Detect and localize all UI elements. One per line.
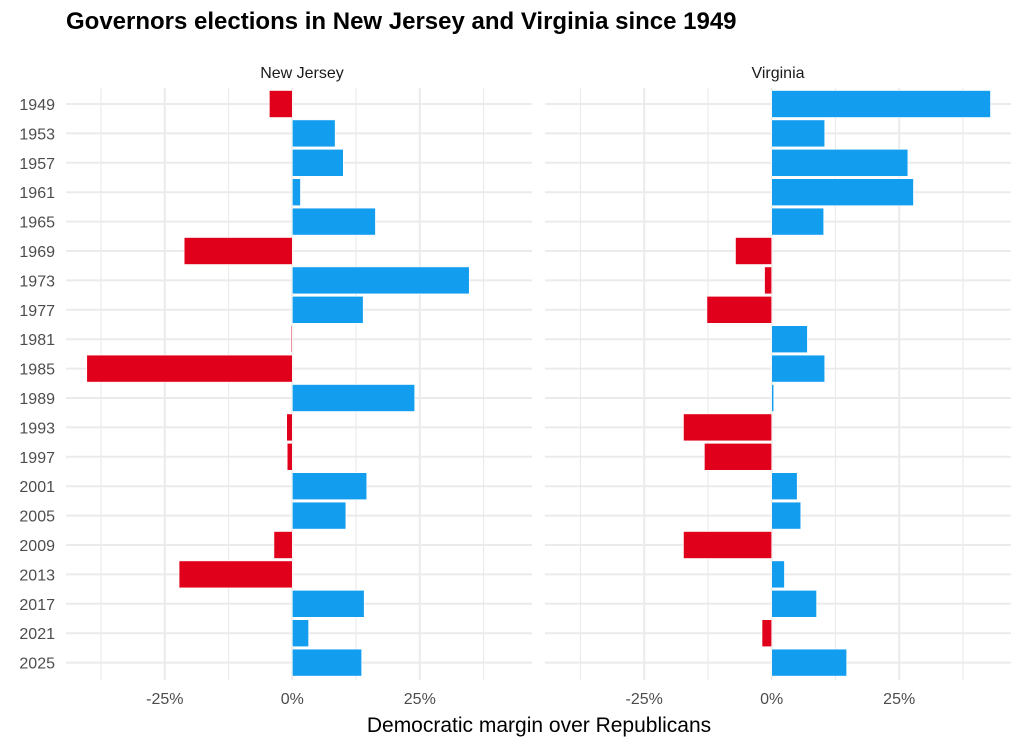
y-tick-label: 1953 xyxy=(19,126,55,143)
bar-virginia-2017 xyxy=(771,589,817,618)
y-tick-label: 1973 xyxy=(19,273,55,290)
y-tick-label: 2021 xyxy=(19,626,55,643)
y-tick-label: 1965 xyxy=(19,215,55,232)
bar-virginia-1965 xyxy=(771,207,825,236)
y-tick-label: 2009 xyxy=(19,538,55,555)
bar-new-jersey-1989 xyxy=(291,384,415,412)
bar-virginia-2021 xyxy=(761,619,773,648)
bar-new-jersey-1981 xyxy=(290,325,293,354)
y-tick-label: 1957 xyxy=(19,156,55,173)
bar-virginia-2009 xyxy=(683,531,772,559)
y-tick-label: 1949 xyxy=(19,97,55,114)
panel-new-jersey: New Jersey -25% 0% 25% xyxy=(66,65,532,708)
bar-new-jersey-1965 xyxy=(291,207,376,236)
bar-virginia-2001 xyxy=(771,472,798,501)
bar-new-jersey-2009 xyxy=(273,531,293,559)
x-tick-label: 0% xyxy=(760,691,783,708)
x-axis-label: Democratic margin over Republicans xyxy=(367,714,711,737)
bar-virginia-2025 xyxy=(771,648,847,677)
x-tick-label: 25% xyxy=(883,691,915,708)
bar-new-jersey-2021 xyxy=(291,619,309,648)
y-tick-label: 1977 xyxy=(19,303,55,320)
facet-label: New Jersey xyxy=(260,65,344,82)
bar-virginia-1993 xyxy=(683,413,772,442)
x-tick-label: -25% xyxy=(146,691,183,708)
bar-new-jersey-1957 xyxy=(291,149,344,177)
bar-new-jersey-2005 xyxy=(291,501,347,530)
y-tick-label: 1989 xyxy=(19,391,55,408)
y-tick-label: 1961 xyxy=(19,185,55,202)
bar-new-jersey-1997 xyxy=(286,442,293,471)
bar-new-jersey-1973 xyxy=(291,266,470,295)
bar-new-jersey-1949 xyxy=(269,90,293,118)
y-tick-label: 1993 xyxy=(19,420,55,437)
bar-new-jersey-1961 xyxy=(291,178,301,206)
bar-virginia-1997 xyxy=(704,442,773,471)
bar-virginia-1981 xyxy=(771,325,808,354)
bar-virginia-1989 xyxy=(771,384,775,412)
bar-new-jersey-1985 xyxy=(86,354,293,383)
bar-virginia-1977 xyxy=(706,295,772,324)
y-tick-label: 1981 xyxy=(19,332,55,349)
y-tick-label: 2001 xyxy=(19,479,55,496)
bar-virginia-1961 xyxy=(771,178,914,206)
x-tick-label: -25% xyxy=(626,691,663,708)
y-tick-label: 1997 xyxy=(19,450,55,467)
bar-new-jersey-1993 xyxy=(286,413,293,442)
bar-virginia-1985 xyxy=(771,354,826,383)
bar-virginia-1949 xyxy=(771,90,991,118)
bar-virginia-1973 xyxy=(764,266,772,295)
bar-virginia-1969 xyxy=(735,237,772,265)
bar-virginia-2005 xyxy=(771,501,802,530)
bar-new-jersey-2025 xyxy=(291,648,362,677)
y-tick-label: 2017 xyxy=(19,597,55,614)
bar-virginia-1957 xyxy=(771,149,909,177)
bar-new-jersey-2013 xyxy=(178,560,293,589)
y-tick-label: 2025 xyxy=(19,656,55,673)
x-tick-label: 25% xyxy=(404,691,436,708)
y-tick-label: 2005 xyxy=(19,509,55,526)
panel-virginia: Virginia -25% 0% 25% xyxy=(545,65,1011,708)
bar-new-jersey-2017 xyxy=(291,589,365,618)
bar-virginia-1953 xyxy=(771,119,826,148)
chart-title: Governors elections in New Jersey and Vi… xyxy=(66,8,737,35)
y-tick-label: 1969 xyxy=(19,244,55,261)
bar-new-jersey-1953 xyxy=(291,119,336,148)
bar-virginia-2013 xyxy=(771,560,785,589)
bar-new-jersey-2001 xyxy=(291,472,368,501)
bar-new-jersey-1969 xyxy=(183,237,293,265)
bar-new-jersey-1977 xyxy=(291,295,364,324)
y-tick-label: 1985 xyxy=(19,362,55,379)
y-tick-label: 2013 xyxy=(19,567,55,584)
x-tick-label: 0% xyxy=(281,691,304,708)
facet-label: Virginia xyxy=(751,65,804,82)
